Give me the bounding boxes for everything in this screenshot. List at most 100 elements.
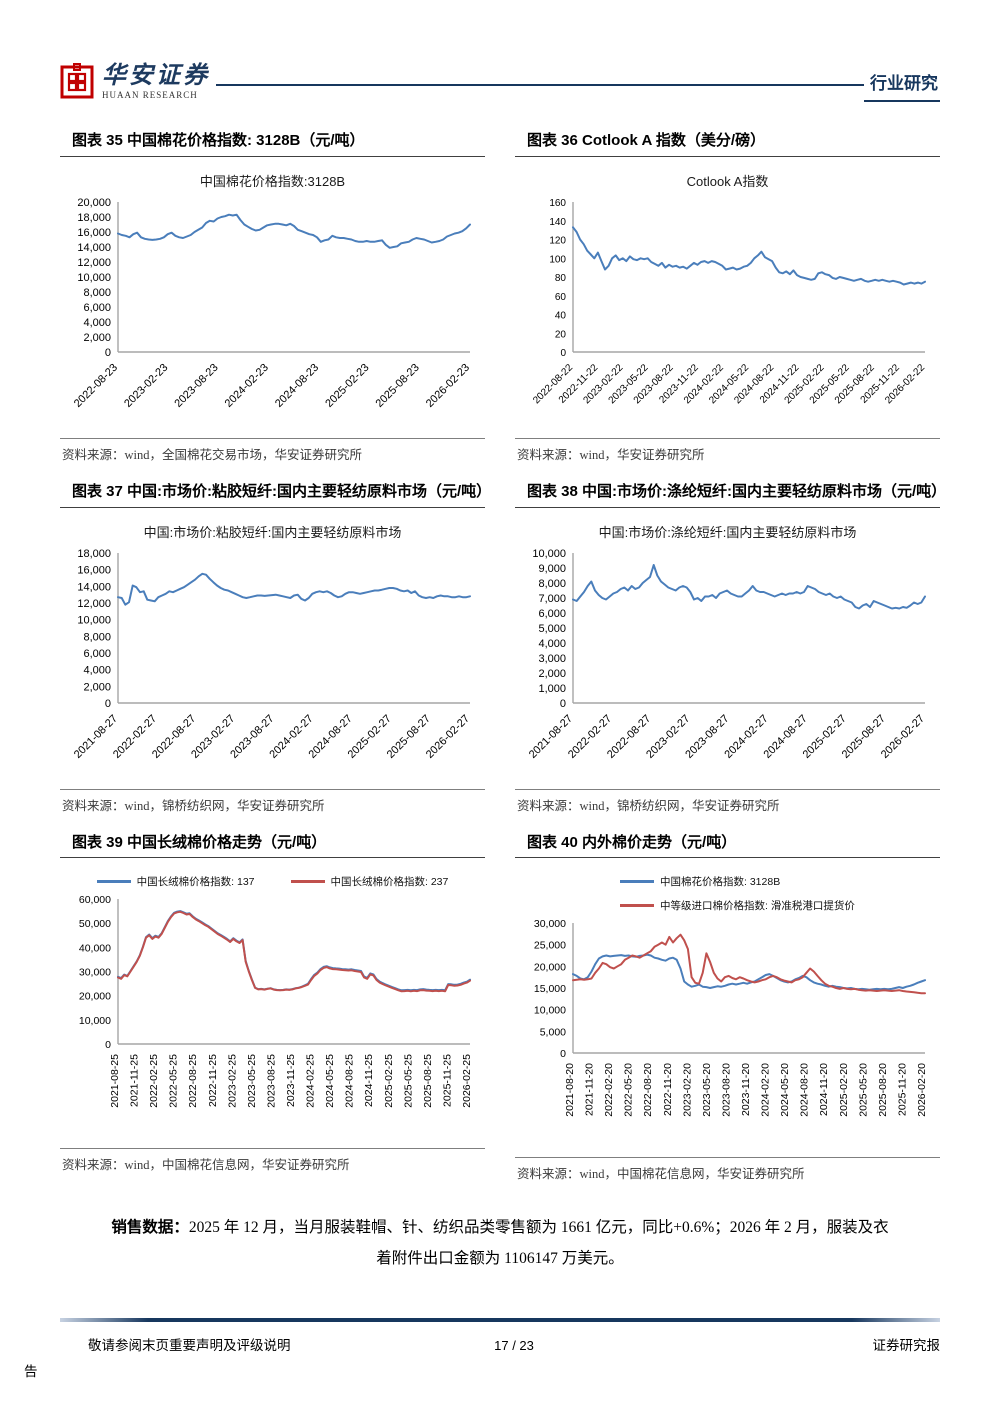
- axis-tick-label: 2022-11-25: [207, 1054, 219, 1107]
- axis-tick-label: 2023-11-25: [285, 1054, 297, 1107]
- footer-row: 敬请参阅末页重要声明及评级说明 17 / 23 证券研究报: [60, 1334, 940, 1354]
- data-series-line: [572, 933, 926, 995]
- axis-tick-label: 10,000: [534, 1005, 566, 1017]
- axis-tick-label: 2022-05-25: [168, 1054, 180, 1108]
- axis-tick-label: 2021-08-20: [564, 1063, 576, 1117]
- figure-38-chart-title: 中国:市场价:涤纶短纤:国内主要轻纺原料市场: [598, 524, 857, 540]
- page-number: 17 / 23: [494, 1338, 534, 1353]
- axis-tick-label: 2025-02-20: [838, 1063, 850, 1117]
- axis-tick-label: 15,000: [534, 983, 566, 995]
- figure-35-title: 图表 35 中国棉花价格指数: 3128B（元/吨）: [72, 132, 365, 149]
- footer-disclaimer: 敬请参阅末页重要声明及评级说明: [88, 1338, 291, 1353]
- axis-tick-label: 2022-11-20: [662, 1063, 674, 1116]
- chart-canvas: 0 5,000 10,000 15,000 20,000 25,000 30,000 2021…: [534, 918, 928, 1117]
- axis-tick-label: 2023-08-25: [265, 1054, 277, 1108]
- axis-tick-label: 18,000: [77, 212, 111, 224]
- axis-tick-label: 2025-08-25: [422, 1054, 434, 1108]
- brand-name: 华安证券: [102, 63, 210, 89]
- report-category: 行业研究: [864, 69, 940, 102]
- axis-tick-label: 0: [105, 347, 111, 359]
- brand-block: 华安证券 HUAAN RESEARCH: [60, 62, 210, 102]
- axis-tick-label: 80: [555, 273, 567, 284]
- axis-tick-label: 5,000: [538, 623, 566, 635]
- axis-tick-label: 8,000: [83, 631, 111, 643]
- axis-tick-label: 10,000: [77, 272, 111, 284]
- chart-canvas: 0 2,000 4,000 6,000 8,000 10,000 12,000 14,000 1…: [72, 197, 472, 410]
- axis-tick-label: 50,000: [79, 918, 111, 930]
- figure-40-source: 资料来源：wind，中国棉花信息网，华安证券研究所: [515, 1157, 940, 1182]
- axis-tick-label: 2,000: [538, 668, 566, 680]
- chart-canvas: 0 2,000 4,000 6,000 8,000 10,000 12,000 14,000 1…: [72, 548, 472, 761]
- axis-tick-label: 12,000: [77, 598, 111, 610]
- brand-subtitle: HUAAN RESEARCH: [102, 90, 198, 100]
- axis-tick-label: 8,000: [83, 287, 111, 299]
- axis-tick-label: 0: [560, 1048, 566, 1060]
- axis-tick-label: 2023-02-23: [122, 361, 170, 409]
- axis-tick-label: 0: [105, 698, 111, 710]
- axis-tick-label: 2025-11-20: [896, 1063, 908, 1116]
- axis-tick-label: 6,000: [83, 302, 111, 314]
- figure-40-chart-box: 中国棉花价格指数: 3128B 中等级进口棉价格指数: 滑准税港口提货价 0 5,0…: [515, 857, 940, 1182]
- sales-data-text: 2025 年 12 月，当月服装鞋帽、针、纺织品类零售额为 1661 亿元，同比…: [188, 1219, 889, 1268]
- chart-canvas: 0204060801001201401602022-08-222022-11-2…: [531, 198, 927, 406]
- figure-39-chart-box: 中国长绒棉价格指数: 137 中国长绒棉价格指数: 237 0 10,000 20,0…: [60, 857, 485, 1173]
- figure-40-plot: 0 5,000 10,000 15,000 20,000 25,000 30,000 2021…: [515, 913, 940, 1151]
- figure-37-plot: 0 2,000 4,000 6,000 8,000 10,000 12,000 14,000 1…: [60, 543, 485, 783]
- axis-tick-label: 2024-05-20: [779, 1063, 791, 1117]
- axis-tick-label: 2022-08-23: [72, 361, 120, 409]
- axis-tick-label: 100: [549, 254, 566, 265]
- axis-tick-label: 2024-08-20: [799, 1063, 811, 1117]
- axis-tick-label: 2023-11-20: [740, 1063, 752, 1116]
- figure-39-title: 图表 39 中国长绒棉价格走势（元/吨）: [72, 833, 327, 851]
- data-series-line: [117, 213, 471, 249]
- axis-tick-label: 2021-11-20: [584, 1063, 596, 1116]
- legend-swatch: [620, 880, 654, 884]
- axis-tick-label: 2022-08-25: [187, 1054, 199, 1108]
- figure-36-plot: 0 20 40 60 80 100 120 140 160 2022-08-22 2022-11-2…: [515, 192, 940, 432]
- figure-36-source: 资料来源：wind，华安证券研究所: [515, 437, 940, 463]
- chart-canvas: 0 1,000 2,000 3,000 4,000 5,000 6,000 7,000 8,00…: [527, 548, 927, 761]
- figure-39: 图表 39 中国长绒棉价格走势（元/吨） 中国长绒棉价格指数: 137 中国长绒棉…: [60, 832, 485, 1183]
- figure-38-title: 图表 38 中国:市场价:涤纶短纤:国内主要轻纺原料市场（元/吨）: [527, 482, 947, 500]
- legend-label: 中国长绒棉价格指数: 137: [136, 876, 255, 889]
- figure-row-1: 图表 35 中国棉花价格指数: 3128B（元/吨） 中国棉花价格指数:3128…: [60, 130, 940, 463]
- figure-37-chart-title: 中国:市场价:粘胶短纤:国内主要轻纺原料市场: [143, 524, 402, 540]
- axis-tick-label: 2023-05-25: [246, 1054, 258, 1108]
- brand-text: 华安证券 HUAAN RESEARCH: [102, 64, 210, 100]
- axis-tick-label: 2022-02-25: [148, 1054, 160, 1108]
- figure-36: 图表 36 Cotlook A 指数（美分/磅） Cotlook A指数 0 20…: [515, 130, 940, 463]
- axis-tick-label: 14,000: [77, 242, 111, 254]
- legend-swatch: [96, 880, 131, 884]
- data-series-line: [117, 911, 471, 993]
- axis-tick-label: 2024-08-23: [273, 361, 321, 409]
- axis-tick-label: 2023-08-23: [172, 361, 220, 409]
- axis-tick-label: 6,000: [538, 608, 566, 620]
- data-series-line: [117, 572, 471, 606]
- axis-tick-label: 2022-05-20: [623, 1063, 635, 1117]
- axis-tick-label: 7,000: [538, 593, 566, 605]
- chart-canvas: 0 10,000 20,000 30,000 40,000 50,000 60,000 202…: [79, 894, 473, 1108]
- legend-label: 中等级进口棉价格指数: 滑准税港口提货价: [660, 900, 855, 913]
- figure-38-source: 资料来源：wind，锦桥纺织网，华安证券研究所: [515, 788, 940, 814]
- axis-tick-label: 2021-11-25: [129, 1054, 141, 1107]
- figure-38: 图表 38 中国:市场价:涤纶短纤:国内主要轻纺原料市场（元/吨） 中国:市场价…: [515, 481, 947, 814]
- axis-tick-label: 2022-02-20: [603, 1063, 615, 1117]
- axis-tick-label: 0: [560, 348, 566, 359]
- legend-item: 中国棉花价格指数: 3128B: [620, 874, 780, 889]
- axis-tick-label: 40: [555, 310, 567, 321]
- axis-tick-label: 2024-08-25: [344, 1054, 356, 1108]
- axis-tick-label: 10,000: [77, 614, 111, 626]
- figure-35-chart-box: 中国棉花价格指数:3128B 0 2,000 4,000 6,000 8,000 10,0…: [60, 155, 485, 463]
- axis-tick-label: 2025-05-20: [857, 1063, 869, 1117]
- axis-tick-label: 2026-02-25: [461, 1054, 473, 1108]
- axis-tick-label: 0: [105, 1039, 111, 1051]
- axis-tick-label: 2025-08-23: [374, 361, 422, 409]
- figure-36-chart-box: Cotlook A指数 0 20 40 60 80 100 120 140 160 2022-08…: [515, 155, 940, 463]
- figure-35: 图表 35 中国棉花价格指数: 3128B（元/吨） 中国棉花价格指数:3128…: [60, 130, 485, 463]
- axis-tick-label: 6,000: [83, 648, 111, 660]
- axis-tick-label: 16,000: [77, 564, 111, 576]
- axis-tick-label: 16,000: [77, 227, 111, 239]
- axis-tick-label: 2023-02-25: [226, 1054, 238, 1108]
- header-rule: [216, 84, 864, 86]
